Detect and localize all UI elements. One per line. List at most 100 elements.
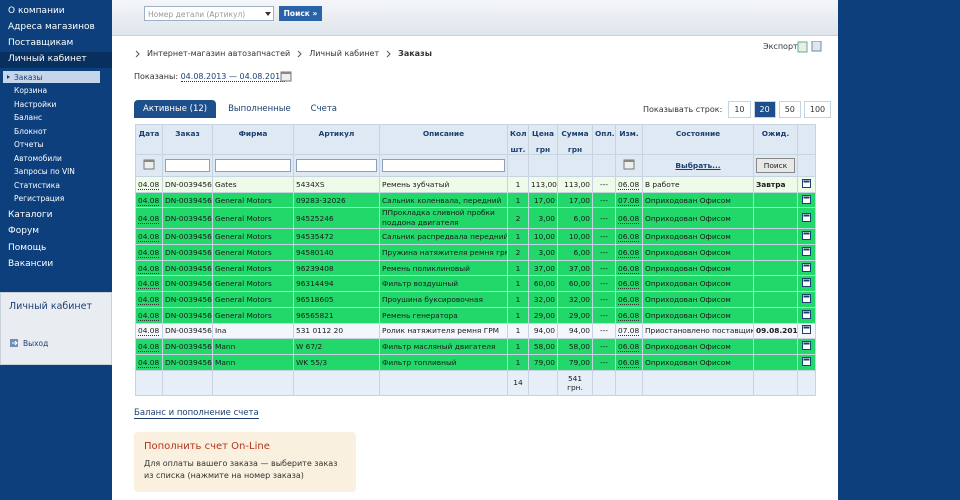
cell-text: 37,00	[533, 263, 555, 273]
filter-input[interactable]	[296, 159, 377, 172]
period-range[interactable]: 04.08.2013 — 04.08.2013	[180, 72, 286, 82]
filter-row: Выбрать... Поиск	[135, 154, 816, 177]
filter-input[interactable]	[382, 159, 505, 172]
cell-text[interactable]: DN-0039456	[165, 342, 212, 352]
submenu-item[interactable]: Регистрация	[14, 194, 65, 203]
export-link[interactable]: Экспорт	[763, 42, 798, 51]
total-qty: 14	[513, 378, 523, 388]
submenu-item[interactable]: Корзина	[14, 86, 48, 95]
submenu-item[interactable]: Баланс	[14, 113, 43, 122]
cell-text: 1	[515, 232, 521, 242]
crumb[interactable]: Личный кабинет	[309, 49, 380, 58]
submenu-item[interactable]: Запросы по VIN	[14, 167, 75, 176]
order-cell: Ina	[212, 322, 294, 340]
menu-item[interactable]: О компании	[8, 6, 65, 16]
cell-text: 04.08	[138, 213, 160, 224]
menu-item[interactable]: Помощь	[8, 242, 47, 253]
cell-text[interactable]: DN-0039456	[165, 279, 212, 289]
cell-text[interactable]: DN-0039456	[165, 294, 212, 304]
tab[interactable]: Счета	[310, 104, 338, 114]
rows-option[interactable]: 50	[778, 101, 801, 118]
order-cell: 04.08	[135, 244, 163, 261]
cell-text: Сальник распредвала передний	[382, 232, 508, 242]
order-cell: General Motors	[212, 306, 294, 324]
cell-text: Оприходован Офисом	[645, 294, 731, 304]
row-icon	[802, 262, 811, 272]
order-cell: 06.08	[615, 306, 643, 324]
state-select[interactable]: Выбрать...	[675, 161, 721, 170]
submenu-item[interactable]: Блокнот	[14, 126, 47, 136]
order-cell: ---	[592, 228, 616, 246]
logout-link[interactable]: Выход	[23, 339, 49, 348]
balance-link[interactable]: Баланс и пополнение счета	[134, 408, 259, 419]
cell-text: 96565821	[296, 310, 334, 320]
submenu-item[interactable]: Настройки	[14, 99, 57, 109]
order-cell: Gates	[212, 176, 294, 193]
order-cell: DN-0039456	[162, 176, 213, 193]
menu-item[interactable]: Форум	[8, 226, 40, 237]
order-cell: ---	[592, 191, 616, 209]
cell-text[interactable]: DN-0039456	[165, 195, 212, 205]
cell-text[interactable]: DN-0039456	[165, 263, 212, 273]
rows-option[interactable]: 20	[753, 101, 776, 118]
submenu-item[interactable]: Отчеты	[14, 140, 44, 149]
submenu-item[interactable]: Статистика	[14, 180, 60, 190]
calendar-icon[interactable]	[280, 71, 292, 82]
cell-text: WK 55/3	[296, 357, 328, 367]
order-cell: Оприходован Офисом	[642, 306, 754, 324]
totals-cell	[528, 369, 558, 396]
cell-text: Фильтр воздушный	[382, 279, 459, 289]
rows-option[interactable]: 10	[728, 101, 751, 118]
export-icons	[797, 41, 822, 53]
menu-item[interactable]: Вакансии	[8, 258, 54, 269]
cell-text: 04.08	[138, 179, 160, 190]
order-cell: ---	[592, 207, 616, 230]
search-input[interactable]: Номер детали (Артикул)	[144, 6, 274, 21]
menu-item-active[interactable]: Личный кабинет	[8, 54, 87, 64]
menu-item[interactable]: Поставщикам	[8, 38, 74, 48]
cell-text[interactable]: DN-0039456	[165, 232, 212, 242]
order-cell: 60,00	[528, 275, 558, 293]
menu-item[interactable]: Каталоги	[8, 210, 53, 220]
cell-text: Mann	[215, 357, 236, 367]
filter-input[interactable]	[215, 159, 291, 172]
row-icon	[802, 178, 811, 188]
cell-text: 96518605	[296, 294, 334, 304]
cell-text[interactable]: DN-0039456	[165, 357, 212, 367]
tab[interactable]: Активные (12)	[134, 100, 217, 118]
submenu-item[interactable]: Автомобили	[14, 153, 62, 163]
cell-text: 5434XS	[296, 179, 325, 189]
filter-input[interactable]	[165, 159, 210, 172]
order-cell: DN-0039456	[162, 353, 213, 371]
cell-text: Оприходован Офисом	[645, 232, 731, 242]
cell-text: 06.08	[618, 232, 640, 243]
cell-text[interactable]: DN-0039456	[165, 179, 212, 189]
crumb[interactable]: Интернет-магазин автозапчастей	[147, 49, 291, 58]
submenu-item[interactable]: Заказы	[14, 72, 43, 82]
cell-text: 29,00	[533, 310, 555, 320]
column-title: Артикул	[318, 129, 355, 138]
cell-text[interactable]: DN-0039456	[165, 326, 212, 336]
cell-text[interactable]: DN-0039456	[165, 247, 212, 257]
tab[interactable]: Выполненные	[228, 104, 291, 114]
column-title: Ожид.	[761, 129, 790, 138]
filter-button[interactable]: Поиск	[756, 158, 795, 173]
menu-item[interactable]: Адреса магазинов	[8, 22, 95, 32]
cell-text[interactable]: DN-0039456	[165, 213, 212, 223]
order-cell: Фильтр воздушный	[379, 275, 508, 293]
dropdown-arrow[interactable]	[262, 6, 274, 21]
cell-text: General Motors	[215, 263, 272, 273]
cell-text: 2	[515, 213, 521, 223]
order-row: 04.08 DN-0039456 General Motors 94580140 Пру…	[135, 244, 816, 261]
cell-text[interactable]: DN-0039456	[165, 310, 212, 320]
row-icon-cell	[797, 353, 816, 371]
search-button[interactable]: Поиск »	[279, 6, 322, 21]
order-cell: General Motors	[212, 244, 294, 261]
order-cell: ---	[592, 306, 616, 324]
cell-text: Ролик натяжителя ремня ГРМ	[382, 326, 500, 336]
rows-option[interactable]: 100	[803, 101, 832, 118]
cell-text: ---	[599, 263, 608, 273]
crumb[interactable]: Заказы	[398, 49, 432, 58]
cell-text: Приостановлено поставщиком	[645, 326, 754, 336]
order-cell: 96239408	[293, 259, 380, 277]
